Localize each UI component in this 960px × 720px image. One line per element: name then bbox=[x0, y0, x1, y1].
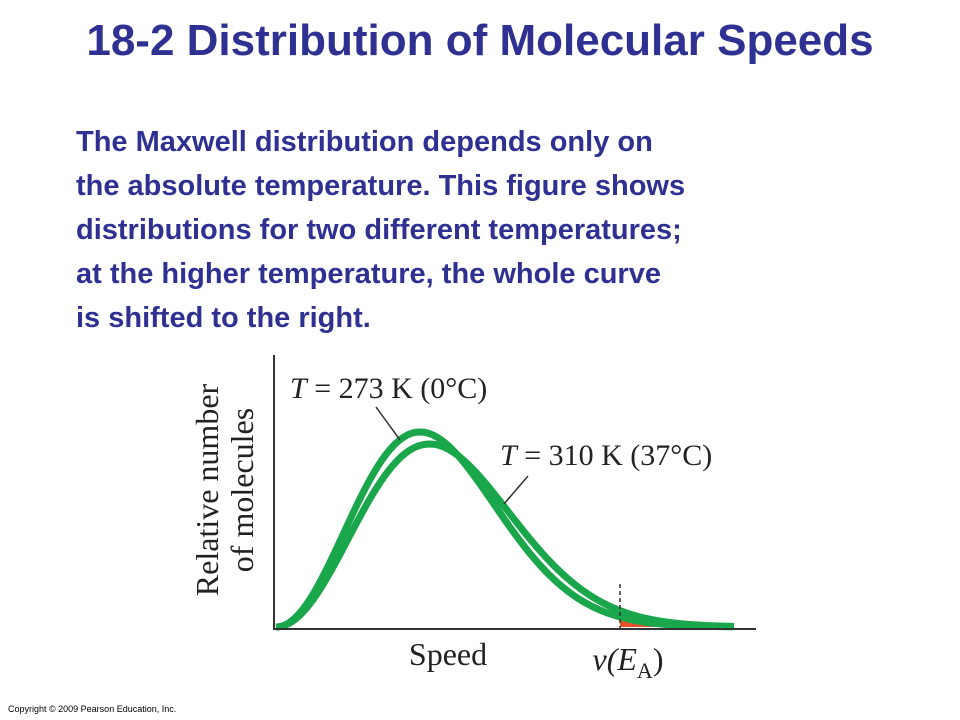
curve-310k-label-t: T bbox=[500, 439, 519, 472]
curve-273k-leader bbox=[375, 406, 401, 441]
curve-273k-label-t: T bbox=[290, 372, 309, 405]
y-axis-label-line-1: Relative number bbox=[189, 383, 225, 596]
copyright-notice: Copyright © 2009 Pearson Education, Inc. bbox=[8, 704, 177, 714]
curve-273k-label-rest: = 273 K (0°C) bbox=[307, 372, 488, 405]
x-axis-label: Speed bbox=[409, 636, 487, 672]
threshold-label-sub: A bbox=[637, 658, 653, 683]
slide-title: 18-2 Distribution of Molecular Speeds bbox=[86, 16, 874, 65]
body-line: The Maxwell distribution depends only on bbox=[76, 126, 653, 158]
curve-273k-label: T = 273 K (0°C) bbox=[290, 372, 487, 405]
body-line: at the higher temperature, the whole cur… bbox=[76, 258, 661, 290]
body-line: is shifted to the right. bbox=[76, 302, 371, 334]
curve-310k-label: T = 310 K (37°C) bbox=[500, 439, 712, 472]
threshold-label: v(EA) bbox=[593, 641, 664, 683]
curve-310k-label-rest: = 310 K (37°C) bbox=[517, 439, 713, 472]
curve-310k-leader bbox=[503, 475, 529, 505]
y-axis-label-line-2: of molecules bbox=[224, 408, 260, 572]
body-line: distributions for two different temperat… bbox=[76, 214, 682, 246]
curve-310k bbox=[275, 440, 735, 631]
body-line: the absolute temperature. This figure sh… bbox=[76, 170, 686, 202]
threshold-label-close: ) bbox=[653, 641, 664, 677]
body-text: The Maxwell distribution depends only on… bbox=[76, 120, 896, 340]
threshold-label-main: v(E bbox=[593, 641, 638, 677]
